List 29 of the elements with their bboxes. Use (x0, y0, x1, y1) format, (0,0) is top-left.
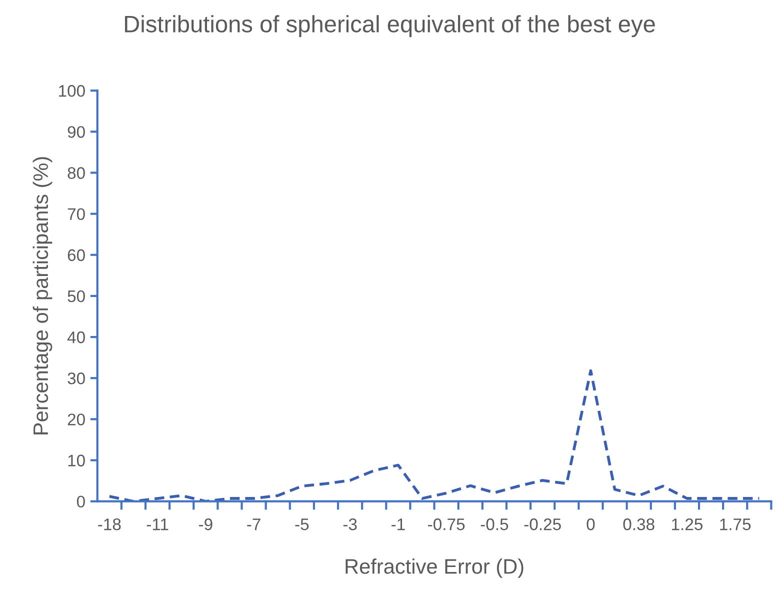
y-tick-label: 40 (67, 331, 85, 344)
x-tick-label: -0.75 (428, 518, 465, 530)
y-tick-label: 30 (68, 372, 85, 384)
x-tick-label: -0.25 (524, 518, 561, 530)
y-tick-label: 20 (68, 414, 85, 426)
y-tick-label: 70 (68, 208, 85, 220)
x-tick-label: -9 (199, 518, 212, 530)
x-tick-label: 1.25 (672, 518, 702, 530)
x-tick-label: -5 (295, 518, 309, 530)
chart-title: Distributions of spherical equivalent of the best eye (125, 15, 655, 38)
y-tick-label: 90 (68, 126, 85, 138)
y-tick-label: 80 (68, 167, 85, 179)
x-tick-label: 0.38 (623, 518, 654, 530)
y-tick-label: 0 (76, 496, 85, 508)
line-series (108, 369, 761, 502)
x-tick-label: 1.75 (720, 518, 751, 530)
y-tick-label: 60 (68, 249, 85, 262)
x-tick-label: 0 (586, 518, 595, 530)
x-tick-label: -18 (98, 518, 121, 530)
x-axis-title: Refractive Error (D) (346, 558, 524, 578)
y-tick-label: 50 (68, 290, 85, 302)
y-tick-label: 10 (68, 454, 85, 466)
y-axis-title: Percentage of participants (%) (32, 157, 52, 434)
x-tick-label: -1 (392, 518, 405, 530)
x-tick-label: -11 (146, 518, 168, 530)
x-tick-label: -3 (343, 518, 357, 530)
x-tick-label: -7 (247, 518, 260, 530)
x-tick-label: -0.5 (480, 518, 508, 530)
y-tick-label: 100 (59, 85, 85, 97)
